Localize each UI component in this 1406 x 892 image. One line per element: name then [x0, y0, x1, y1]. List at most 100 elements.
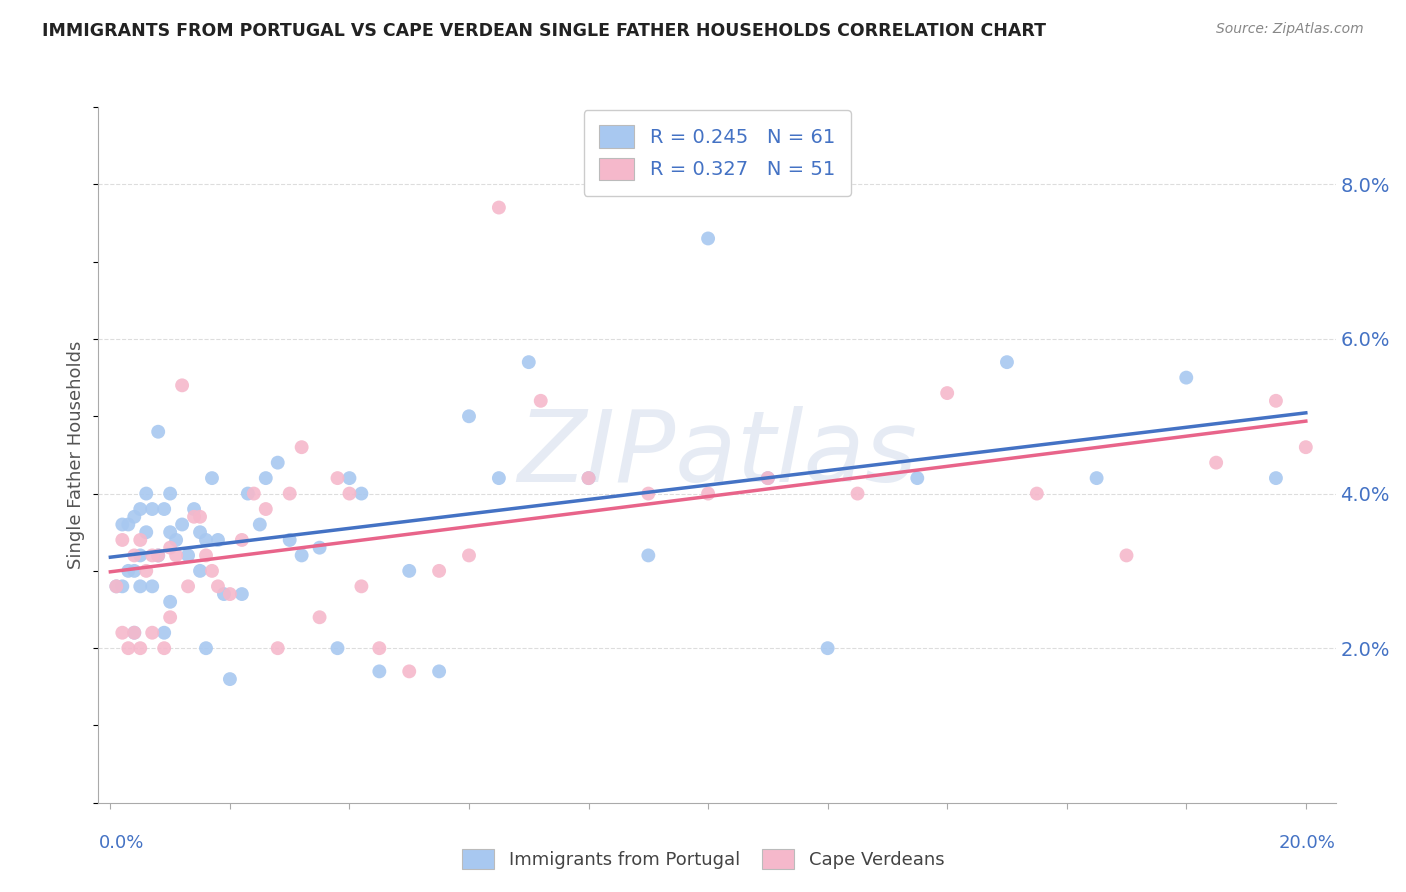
Point: [1264, 393, 1286, 408]
Point: [124, 509, 146, 524]
Point: [578, 471, 600, 485]
Point: [188, 509, 211, 524]
Point: [905, 471, 928, 485]
Point: [183, 502, 205, 516]
Legend: R = 0.245   N = 61, R = 0.327   N = 51: R = 0.245 N = 61, R = 0.327 N = 51: [583, 110, 851, 195]
Point: [111, 625, 134, 640]
Point: [201, 471, 224, 485]
Point: [141, 502, 163, 516]
Point: [254, 471, 277, 485]
Point: [124, 564, 146, 578]
Point: [368, 665, 391, 679]
Point: [308, 541, 330, 555]
Point: [153, 641, 176, 656]
Point: [172, 517, 194, 532]
Point: [756, 471, 779, 485]
Point: [291, 440, 314, 454]
Point: [183, 509, 205, 524]
Point: [458, 409, 481, 424]
Point: [195, 549, 218, 563]
Point: [231, 533, 253, 547]
Point: [1115, 549, 1137, 563]
Point: [278, 533, 301, 547]
Point: [177, 579, 200, 593]
Point: [148, 425, 170, 439]
Point: [846, 486, 869, 500]
Point: [105, 579, 128, 593]
Point: [243, 486, 266, 500]
Point: [111, 579, 134, 593]
Point: [129, 579, 152, 593]
Point: [578, 471, 600, 485]
Point: [111, 533, 134, 547]
Point: [135, 525, 157, 540]
Point: [1205, 456, 1227, 470]
Point: [756, 471, 779, 485]
Point: [267, 456, 290, 470]
Point: [427, 665, 450, 679]
Point: [105, 579, 128, 593]
Point: [141, 579, 163, 593]
Point: [291, 549, 314, 563]
Point: [1175, 370, 1198, 384]
Point: [236, 486, 259, 500]
Point: [339, 486, 361, 500]
Point: [129, 549, 152, 563]
Point: [339, 471, 361, 485]
Point: [350, 486, 373, 500]
Point: [135, 564, 157, 578]
Point: [326, 641, 349, 656]
Point: [117, 641, 139, 656]
Text: 20.0%: 20.0%: [1279, 834, 1336, 852]
Point: [637, 549, 659, 563]
Point: [278, 486, 301, 500]
Point: [1025, 486, 1047, 500]
Text: ZIPatlas: ZIPatlas: [517, 407, 917, 503]
Point: [398, 665, 420, 679]
Point: [141, 549, 163, 563]
Point: [159, 610, 181, 624]
Point: [159, 525, 181, 540]
Point: [153, 502, 176, 516]
Point: [249, 517, 271, 532]
Point: [165, 533, 187, 547]
Point: [141, 625, 163, 640]
Point: [124, 625, 146, 640]
Point: [637, 486, 659, 500]
Point: [159, 486, 181, 500]
Point: [458, 549, 481, 563]
Point: [135, 486, 157, 500]
Point: [936, 386, 959, 401]
Point: [398, 564, 420, 578]
Point: [530, 393, 553, 408]
Point: [165, 549, 187, 563]
Point: [517, 355, 540, 369]
Point: [129, 641, 152, 656]
Point: [488, 201, 510, 215]
Point: [212, 587, 235, 601]
Point: [254, 502, 277, 516]
Point: [207, 533, 229, 547]
Point: [188, 525, 211, 540]
Point: [995, 355, 1018, 369]
Text: Source: ZipAtlas.com: Source: ZipAtlas.com: [1216, 22, 1364, 37]
Point: [195, 533, 218, 547]
Point: [129, 533, 152, 547]
Point: [697, 486, 720, 500]
Point: [231, 587, 253, 601]
Text: 0.0%: 0.0%: [98, 834, 143, 852]
Point: [368, 641, 391, 656]
Point: [697, 231, 720, 245]
Point: [124, 549, 146, 563]
Point: [488, 471, 510, 485]
Point: [219, 672, 242, 686]
Point: [267, 641, 290, 656]
Point: [153, 625, 176, 640]
Point: [129, 502, 152, 516]
Point: [117, 517, 139, 532]
Point: [1085, 471, 1108, 485]
Point: [188, 564, 211, 578]
Point: [427, 564, 450, 578]
Point: [159, 541, 181, 555]
Point: [111, 517, 134, 532]
